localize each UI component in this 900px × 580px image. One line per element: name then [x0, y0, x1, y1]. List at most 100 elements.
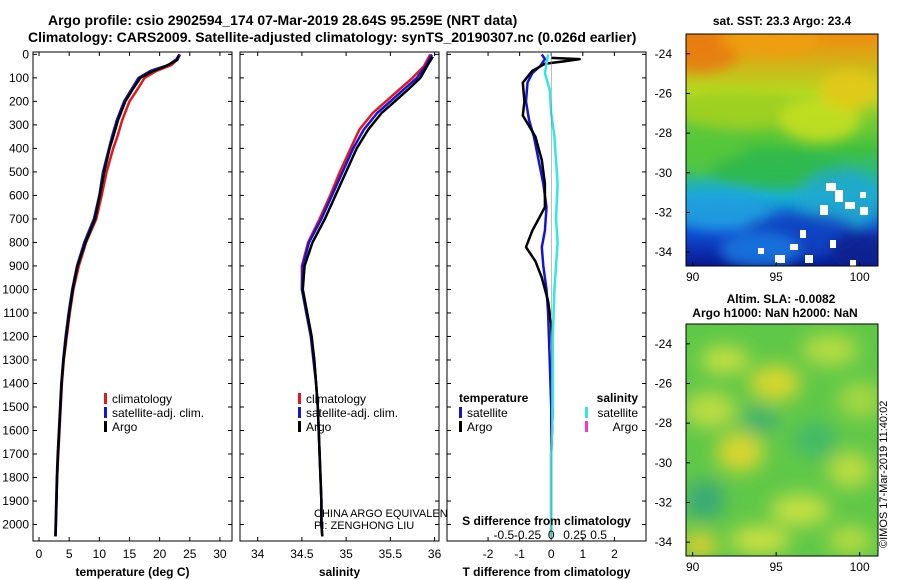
plot-frame-temperature: [32, 51, 233, 542]
sla-blob: [802, 334, 858, 366]
map-y-tick-label: -30: [655, 456, 673, 470]
legend-swatch-argo: [298, 421, 301, 432]
x-axis-label: salinity: [319, 565, 361, 579]
legend-label: satellite-adj. clim.: [112, 406, 204, 420]
y-tick-label: 600: [9, 188, 29, 202]
x-tick-label: 34: [251, 547, 265, 561]
x-tick-label: -2: [483, 547, 494, 561]
y-tick-label: 900: [9, 259, 29, 273]
sst-blob: [720, 34, 820, 56]
sst-cloud-gap: [790, 244, 798, 250]
map-x-tick-label: 90: [686, 270, 700, 284]
map-y-tick-label: -32: [655, 495, 673, 509]
x-tick-label: 35.5: [379, 547, 403, 561]
y-tick-label: 2000: [2, 518, 29, 532]
map-frame-sst-map: [685, 33, 879, 267]
y-tick-label: 1900: [2, 494, 29, 508]
map-y-tick-label: -32: [655, 205, 673, 219]
s-tick-label: 0.5: [590, 528, 607, 542]
sla-blob: [828, 452, 872, 488]
sla-blob: [686, 533, 718, 556]
sla-blob: [749, 365, 801, 401]
s-tick-label: -0.25: [514, 528, 542, 542]
legend-label: satellite-adj. clim.: [306, 406, 398, 420]
map-frame-sla-map: [685, 323, 879, 557]
legend-label: climatology: [112, 392, 172, 406]
x-tick-label: 30: [213, 547, 227, 561]
legend-title-temperature: temperature: [459, 391, 529, 405]
sla-blob: [730, 526, 790, 554]
map-y-tick-label: -28: [655, 126, 673, 140]
legend-swatch-climatology: [298, 393, 301, 404]
map-y-tick-label: -26: [655, 86, 673, 100]
map-x-tick-label: 95: [769, 560, 783, 574]
sla-texture: [686, 334, 878, 556]
x-tick-label: 10: [93, 547, 107, 561]
legend-label: climatology: [306, 392, 366, 406]
sst-cloud-gap: [830, 240, 836, 248]
y-tick-label: 400: [9, 141, 29, 155]
legend-label: Argo: [306, 420, 332, 434]
legend-swatch-satellite: [298, 407, 301, 418]
sst-cloud-gap: [860, 192, 866, 198]
page-title: Argo profile: csio 2902594_174 07-Mar-20…: [48, 12, 518, 28]
legend-swatch-t-satellite: [459, 407, 462, 418]
x-axis-label: temperature (deg C): [75, 565, 189, 579]
map-x-tick-label: 100: [850, 560, 870, 574]
series-line-argo: [301, 56, 434, 537]
sst-cloud-gap: [775, 255, 785, 263]
y-tick-label: 200: [9, 94, 29, 108]
x-tick-label: 1: [579, 547, 586, 561]
y-tick-label: 1300: [2, 353, 29, 367]
s-tick-label: 0.25: [563, 528, 587, 542]
map-subtitle-sla: Argo h1000: NaN h2000: NaN: [692, 306, 857, 320]
map-title-sst: sat. SST: 23.3 Argo: 23.4: [713, 14, 852, 28]
map-x-tick-label: 90: [686, 560, 700, 574]
sla-heatmap: [686, 324, 878, 556]
plot-frame-salinity: [239, 51, 440, 542]
legend-label: Argo: [112, 420, 138, 434]
map-x-tick-label: 100: [850, 270, 870, 284]
x-tick-label: 2: [611, 547, 618, 561]
series-line-argo: [54, 55, 181, 537]
legend-swatch-s-sat_salinity: [585, 407, 588, 418]
legend-swatch-s-argo_salinity: [585, 421, 588, 432]
legend-swatch-argo: [104, 421, 107, 432]
x-tick-label: 5: [66, 547, 73, 561]
sst-blob: [686, 92, 800, 128]
annotation-text: PI: ZENGHONG LIU: [314, 520, 414, 532]
sst-cloud-gap: [805, 255, 813, 263]
x-tick-label: 35: [339, 547, 353, 561]
legend-title-salinity: salinity: [597, 391, 639, 405]
sst-blob: [820, 70, 878, 110]
sla-blob: [838, 382, 878, 418]
sst-cloud-gap: [835, 190, 843, 202]
x-tick-label: 0: [36, 547, 43, 561]
y-tick-label: 300: [9, 118, 29, 132]
legend-label: satellite: [597, 406, 638, 420]
y-tick-label: 100: [9, 71, 29, 85]
map-y-tick-label: -26: [655, 376, 673, 390]
y-tick-label: 0: [22, 47, 29, 61]
legend-label: satellite: [467, 406, 508, 420]
sla-blob: [701, 346, 749, 374]
sst-blob: [830, 230, 878, 266]
x-tick-label: 25: [183, 547, 197, 561]
map-y-tick-label: -24: [655, 337, 673, 351]
sla-blob: [742, 406, 778, 434]
map-y-tick-label: -34: [655, 535, 673, 549]
map-title-sla: Altim. SLA: -0.0082: [727, 292, 836, 306]
sst-cloud-gap: [860, 207, 868, 215]
y-tick-label: 1700: [2, 447, 29, 461]
y-tick-label: 1400: [2, 376, 29, 390]
sst-blob: [780, 98, 860, 142]
sla-blob: [716, 432, 764, 472]
sla-blob: [828, 526, 872, 554]
map-x-tick-label: 95: [769, 270, 783, 284]
sla-blob: [686, 392, 736, 428]
legend-label: Argo: [467, 420, 493, 434]
y-tick-label: 1600: [2, 424, 29, 438]
legend-swatch-climatology: [104, 393, 107, 404]
x-axis-label-top: S difference from climatology: [462, 514, 631, 528]
